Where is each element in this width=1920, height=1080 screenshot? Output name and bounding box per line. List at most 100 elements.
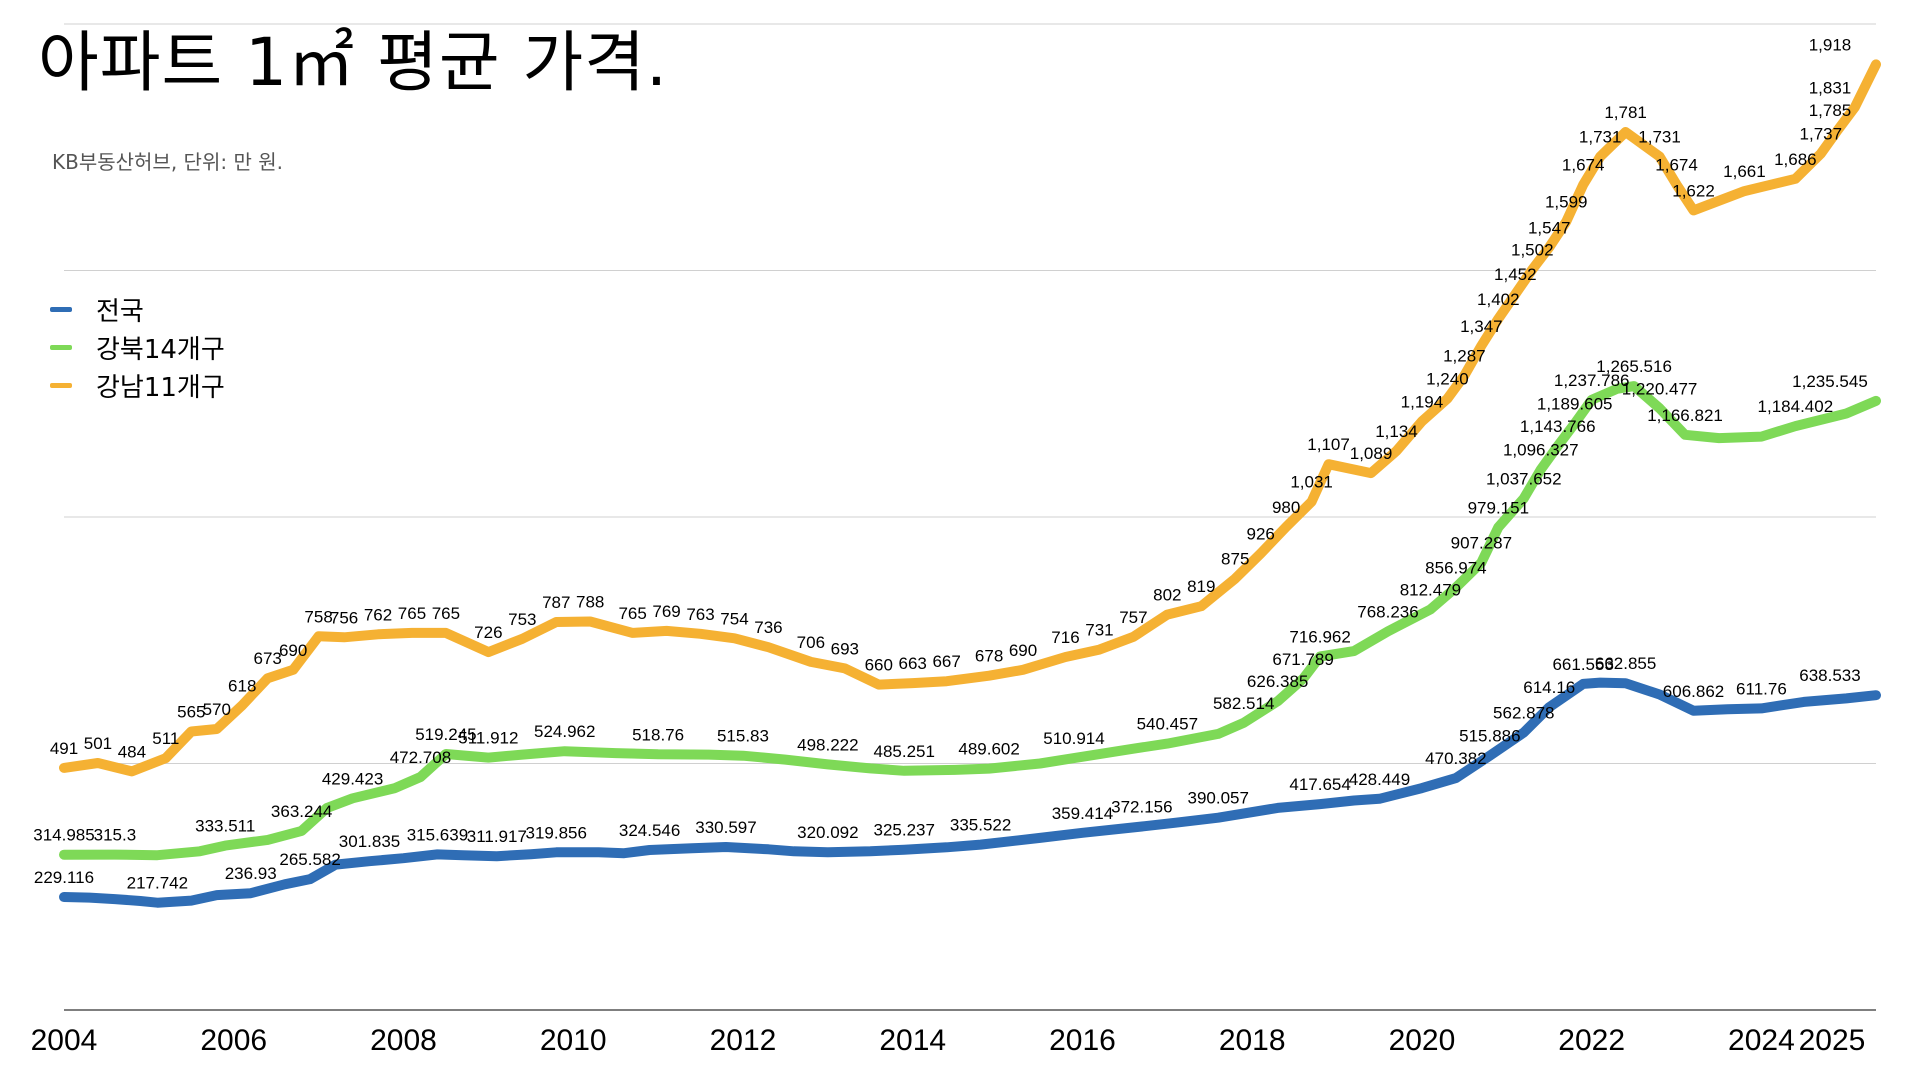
data-label: 372.156	[1111, 798, 1172, 817]
data-label: 325.237	[873, 821, 934, 840]
x-tick-label: 2024	[1728, 1024, 1795, 1057]
data-label: 716	[1051, 628, 1079, 647]
data-label: 606.862	[1663, 682, 1724, 701]
data-label: 1,134	[1375, 422, 1418, 441]
data-label: 363.244	[271, 802, 332, 821]
data-label: 229.116	[34, 868, 94, 887]
data-label: 1,031	[1290, 473, 1333, 492]
data-label: 489.602	[958, 740, 1019, 759]
data-label: 1,502	[1511, 241, 1554, 260]
data-label: 524.962	[534, 722, 595, 741]
x-tick-label: 2020	[1389, 1024, 1456, 1057]
data-label: 693	[831, 639, 859, 658]
data-label: 763	[686, 605, 714, 624]
data-label: 515.83	[717, 727, 769, 746]
data-label: 788	[576, 593, 604, 612]
series-line-1	[59, 381, 1881, 861]
data-label: 1,918	[1809, 35, 1852, 54]
data-label: 1,037.652	[1486, 469, 1562, 488]
data-label: 667	[932, 652, 960, 671]
data-label: 519.245	[415, 725, 476, 744]
data-label: 315.639	[407, 825, 468, 844]
data-label: 758	[304, 607, 332, 626]
data-label: 515.886	[1459, 727, 1520, 746]
data-label: 1,785	[1809, 101, 1852, 120]
x-tick-label: 2016	[1049, 1024, 1116, 1057]
data-label: 472.708	[390, 748, 451, 767]
chart-subtitle: KB부동산허브, 단위: 만 원.	[52, 150, 283, 174]
data-label: 819	[1187, 577, 1215, 596]
data-label: 320.092	[797, 823, 858, 842]
data-label: 1,731	[1638, 128, 1681, 147]
data-label: 690	[1009, 641, 1037, 660]
data-label: 638.533	[1799, 666, 1860, 685]
data-label: 673	[254, 649, 282, 668]
data-label: 618	[228, 676, 256, 695]
data-label: 491	[50, 739, 78, 758]
data-label: 1,240	[1426, 370, 1469, 389]
x-tick-label: 2010	[540, 1024, 607, 1057]
legend-swatch	[50, 306, 72, 312]
data-label: 1,220.477	[1622, 379, 1698, 398]
data-label: 1,599	[1545, 193, 1588, 212]
data-label: 690	[279, 641, 307, 660]
x-tick-label: 2014	[879, 1024, 946, 1057]
data-label: 1,166.821	[1647, 406, 1723, 425]
data-label: 330.597	[695, 818, 756, 837]
data-label: 765	[618, 604, 646, 623]
data-label: 314.985	[33, 826, 94, 845]
legend-swatch	[50, 344, 72, 350]
data-label: 359.414	[1052, 804, 1113, 823]
data-label: 1,831	[1809, 78, 1852, 97]
data-label: 1,265.516	[1596, 357, 1672, 376]
legend-label: 강남11개구	[96, 372, 225, 403]
data-label: 663	[899, 654, 927, 673]
data-label: 501	[84, 734, 112, 753]
legend-item-national: 전국	[50, 290, 225, 328]
data-label: 510.914	[1043, 729, 1104, 748]
data-label: 324.546	[619, 821, 680, 840]
data-label: 756	[330, 608, 358, 627]
data-label: 1,237.786	[1554, 371, 1630, 390]
data-label: 754	[720, 609, 748, 628]
data-label: 757	[1119, 608, 1147, 627]
data-label: 570	[203, 700, 231, 719]
data-label: 856.974	[1425, 559, 1486, 578]
data-label: 1,731	[1579, 128, 1622, 147]
data-label: 311.917	[467, 827, 527, 846]
chart-title: 아파트 1㎡ 평균 가격.	[38, 24, 668, 101]
data-label: 926	[1246, 524, 1274, 543]
data-label: 484	[118, 742, 146, 761]
data-label: 1,674	[1655, 156, 1698, 175]
data-label: 217.742	[127, 874, 188, 893]
data-label: 812.479	[1400, 580, 1461, 599]
x-tick-label: 2008	[370, 1024, 437, 1057]
data-label: 875	[1221, 550, 1249, 569]
data-label: 661.553	[1552, 655, 1613, 674]
data-label: 315.3	[94, 826, 137, 845]
data-label: 787	[542, 593, 570, 612]
data-label: 1,674	[1562, 156, 1605, 175]
data-label: 1,089	[1350, 444, 1393, 463]
data-label: 429.423	[322, 769, 383, 788]
legend-swatch	[50, 382, 72, 388]
data-label: 979.151	[1468, 498, 1529, 517]
data-label: 390.057	[1188, 789, 1249, 808]
data-label: 736	[754, 618, 782, 637]
data-label: 907.287	[1451, 534, 1512, 553]
data-label: 611.76	[1736, 679, 1787, 698]
chart-legend: 전국 강북14개구 강남11개구	[50, 290, 225, 404]
data-label: 762	[364, 605, 392, 624]
data-label: 1,287	[1443, 347, 1486, 366]
data-label: 980	[1272, 498, 1300, 517]
data-label: 562.878	[1493, 704, 1554, 723]
data-label: 540.457	[1137, 715, 1198, 734]
data-label: 662.855	[1595, 654, 1656, 673]
data-label: 417.654	[1289, 775, 1350, 794]
data-label: 485.251	[873, 742, 934, 761]
data-label: 731	[1085, 621, 1113, 640]
data-label: 333.511	[195, 817, 255, 836]
data-label: 582.514	[1213, 694, 1274, 713]
data-label: 671.789	[1272, 650, 1333, 669]
